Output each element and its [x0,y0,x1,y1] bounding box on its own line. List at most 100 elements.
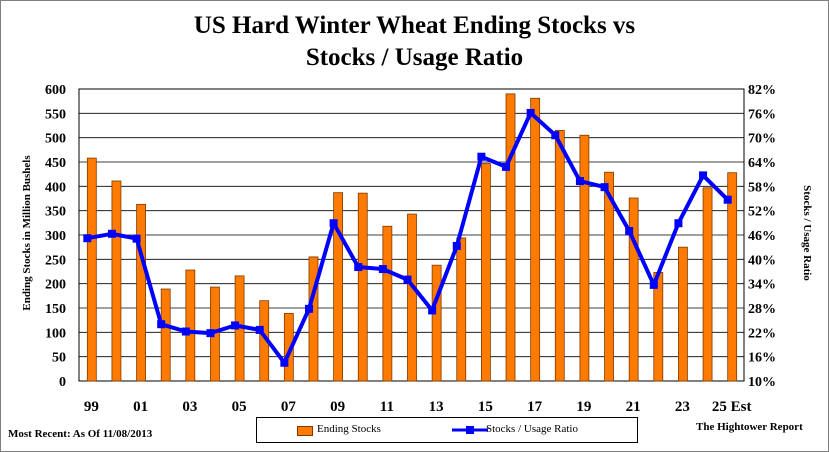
ratio-point-99 [83,234,92,243]
x-tick-05: 05 [232,399,247,415]
bar-21 [628,197,639,382]
bar-17 [530,97,541,382]
bar-25-Est [727,172,738,382]
ratio-point-18 [551,131,560,140]
y-tick-right-82pct: 82% [748,83,776,98]
bar-11 [382,225,393,382]
bar-23 [678,246,688,382]
x-tick-25-Est: 25 Est [712,399,752,415]
y-tick-left-600: 600 [45,83,66,98]
legend-label-stocks-usage: Stocks / Usage Ratio [486,423,578,435]
y-tick-left-350: 350 [45,205,66,220]
y-tick-left-500: 500 [45,132,66,147]
x-tick-15: 15 [478,399,493,415]
bar-12 [407,213,417,382]
ratio-point-01 [132,234,141,243]
y-tick-left-400: 400 [45,180,66,195]
ratio-point-19 [575,177,584,186]
ratio-point-06 [255,325,264,334]
x-tick-99: 99 [84,399,99,415]
y-tick-left-0: 0 [59,375,66,390]
ratio-point-02 [157,320,166,329]
chart-title-line-2: Stocks / Usage Ratio [305,44,524,71]
y-tick-left-250: 250 [45,253,66,268]
ratio-point-17 [526,108,535,117]
ratio-point-12 [403,275,412,284]
ratio-point-10 [354,263,363,272]
bar-16 [505,93,516,382]
bar-19 [579,134,590,382]
chart-title-line-1: US Hard Winter Wheat Ending Stocks vs [193,12,636,39]
x-tick-07: 07 [281,399,297,415]
ratio-point-21 [625,226,634,235]
bar-02 [160,288,171,382]
bar-99 [86,157,97,382]
ratio-point-24 [699,171,708,180]
bar-01 [136,203,146,382]
y-tick-right-40pct: 40% [748,253,776,268]
y-tick-right-76pct: 76% [748,107,776,122]
ratio-point-05 [231,321,240,330]
legend-swatch-line [452,426,488,434]
ratio-point-25-Est [723,195,732,204]
y-tick-left-450: 450 [45,156,66,171]
y-tick-left-50: 50 [52,351,66,366]
y-tick-left-150: 150 [45,302,66,317]
ratio-point-00 [107,229,116,238]
y-tick-left-200: 200 [45,278,66,293]
bar-15 [480,163,491,382]
bar-00 [111,180,122,382]
y-axis-left-title: Ending Stocks in Million Bushels [21,155,33,311]
y-tick-right-52pct: 52% [748,205,776,220]
x-tick-01: 01 [133,399,148,415]
most-recent-note: Most Recent: As Of 11/08/2013 [8,428,153,440]
ratio-point-13 [428,306,437,315]
y-tick-right-46pct: 46% [748,229,776,244]
bar-08 [308,256,319,382]
x-tick-09: 09 [330,399,345,415]
y-tick-left-100: 100 [45,326,66,341]
y-tick-left-300: 300 [45,229,66,244]
y-tick-right-28pct: 28% [748,302,776,317]
ratio-point-11 [378,265,387,274]
ratio-point-15 [477,152,486,161]
ratio-point-16 [502,162,511,171]
bar-09 [333,192,344,382]
bar-14 [456,237,467,382]
legend-label-ending-stocks: Ending Stocks [317,423,381,435]
ratio-point-20 [600,183,609,192]
y-tick-left-550: 550 [45,107,66,122]
bar-20 [604,171,614,382]
x-tick-03: 03 [182,399,197,415]
y-tick-right-10pct: 10% [748,375,776,390]
legend-swatch-bar [297,426,313,436]
ratio-point-04 [206,329,215,338]
y-tick-right-16pct: 16% [748,351,776,366]
ratio-point-14 [452,241,461,250]
x-tick-19: 19 [576,399,591,415]
bar-03 [185,269,196,382]
ratio-point-23 [674,219,683,228]
ratio-point-03 [181,327,190,336]
y-axis-right-title: Stocks / Usage Ratio [801,185,813,281]
ratio-point-22 [649,280,658,289]
x-tick-21: 21 [626,399,641,415]
y-tick-right-58pct: 58% [748,180,776,195]
ratio-point-09 [329,219,338,228]
x-tick-17: 17 [527,399,543,415]
source-credit: The Hightower Report [696,421,803,433]
x-tick-13: 13 [429,399,444,415]
x-tick-11: 11 [380,399,394,415]
bar-24 [702,187,713,382]
y-tick-right-64pct: 64% [748,156,776,171]
ratio-point-08 [304,304,313,313]
bar-13 [431,264,442,382]
legend: Ending Stocks Stocks / Usage Ratio [256,417,638,443]
ratio-point-07 [280,358,289,367]
bar-18 [554,129,565,382]
y-tick-right-34pct: 34% [748,278,776,293]
y-tick-right-70pct: 70% [748,132,776,147]
y-tick-right-22pct: 22% [748,326,776,341]
x-tick-23: 23 [675,399,690,415]
